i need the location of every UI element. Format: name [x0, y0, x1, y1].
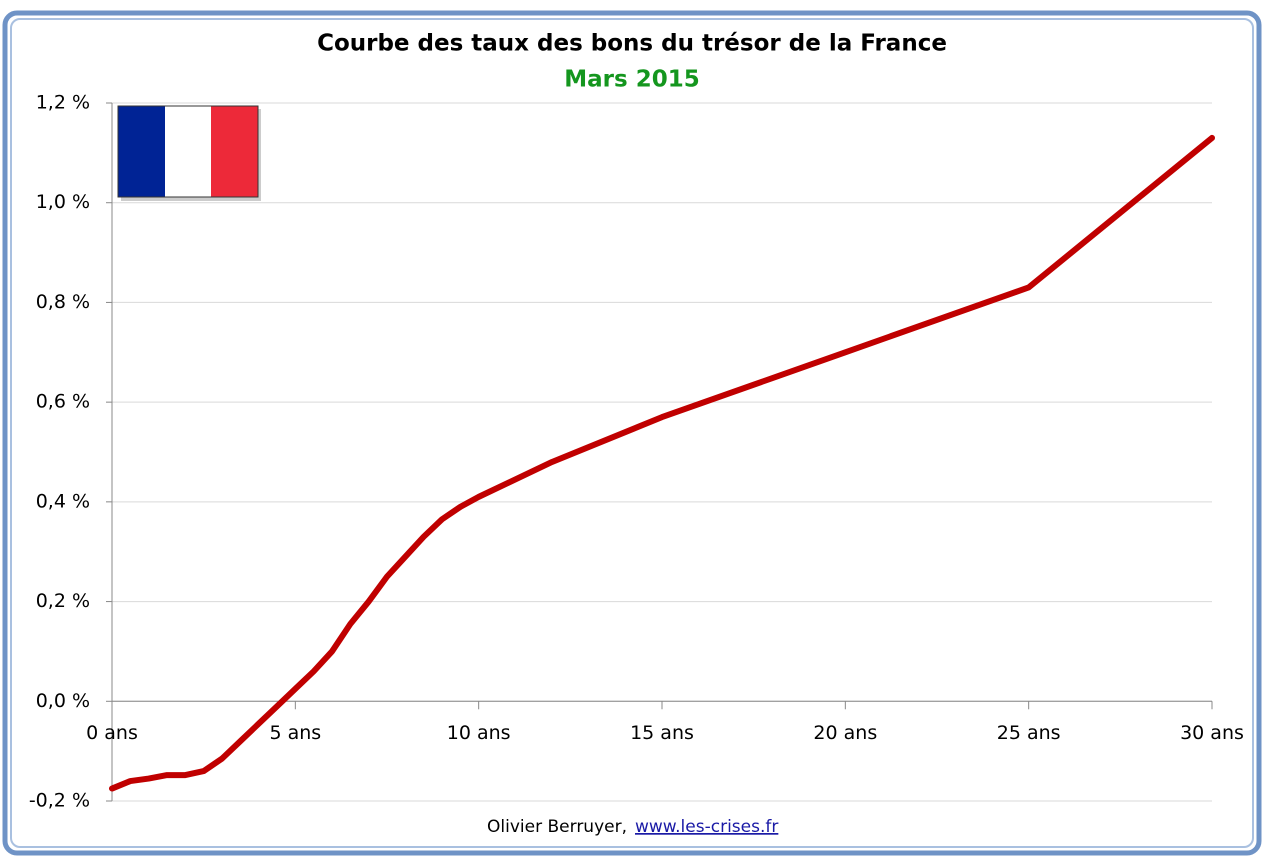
frame — [2, 10, 1262, 856]
chart-subtitle: Mars 2015 — [564, 67, 699, 93]
source-link[interactable]: www.les-crises.fr — [635, 817, 778, 837]
y-tick-label: 0,0 % — [36, 690, 90, 712]
flag — [117, 105, 261, 201]
x-tick-label: 10 ans — [447, 722, 511, 744]
x-tick-label: 0 ans — [86, 722, 138, 744]
source: Olivier Berruyer, — [487, 817, 627, 837]
x-tick-label: 25 ans — [997, 722, 1061, 744]
x-tick-label: 15 ans — [630, 722, 694, 744]
y-tick-label: 0,8 % — [36, 291, 90, 313]
data-line — [109, 134, 1215, 792]
y-tick-label: -0,2 % — [29, 790, 90, 812]
y-tick-label: 1,0 % — [36, 191, 90, 213]
y-tick-label: 1,2 % — [36, 92, 90, 114]
y-tick-label: 0,2 % — [36, 590, 90, 612]
y-tick-label: 0,6 % — [36, 391, 90, 413]
x-tick-label: 30 ans — [1180, 722, 1244, 744]
chart-title: Courbe des taux des bons du trésor de la… — [317, 31, 947, 57]
x-tick-label: 5 ans — [269, 722, 321, 744]
y-tick-label: 0,4 % — [36, 490, 90, 512]
x-tick-label: 20 ans — [813, 722, 877, 744]
frame-inner — [10, 18, 1254, 848]
